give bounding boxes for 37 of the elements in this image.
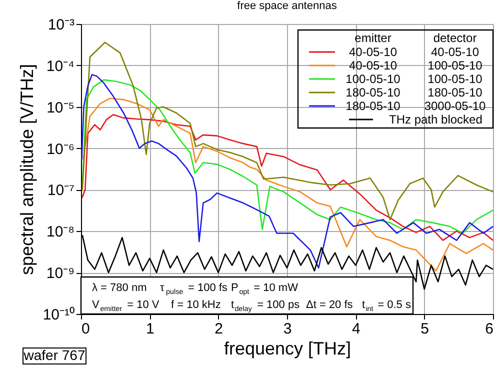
text: 3000-05-10 (424, 99, 486, 113)
y-tick-label: 10⁻⁵ (46, 99, 74, 116)
x-tick-label: 0 (82, 320, 90, 338)
x-tick-label: 4 (352, 320, 360, 338)
y-tick-label: 10⁻⁸ (46, 224, 74, 241)
x-tick-label: 1 (146, 320, 154, 338)
x-tick-label: 5 (420, 320, 430, 338)
text: 100-05-10 (346, 72, 400, 86)
legend-label: THz path blocked (389, 112, 482, 126)
text: 180-05-10 (346, 86, 400, 100)
y-tick-label: 10⁻⁶ (46, 140, 74, 158)
annotation: Δt = 20 fs (306, 299, 354, 311)
y-tick-label: 10⁻⁴ (46, 58, 74, 75)
line-series (81, 114, 494, 241)
text: wafer 767 (22, 347, 86, 363)
text: detector (433, 31, 477, 45)
annotation: λ = 780 nm (92, 282, 147, 294)
text: 40-05-10 (348, 45, 398, 59)
y-axis-title: spectral amplitude [V/THz] (16, 64, 37, 276)
x-tick-label: 2 (214, 320, 224, 338)
y-tick-label: 10⁻³ (48, 16, 74, 34)
text: 180-05-10 (428, 86, 482, 100)
x-axis-title: frequency [THz] (224, 338, 352, 358)
text: 40-05-10 (348, 58, 398, 72)
x-tick-label: 6 (485, 320, 494, 338)
text: 100-05-10 (428, 72, 482, 86)
x-tick-label: 3 (283, 320, 292, 338)
y-tick-label: 10⁻⁹ (46, 265, 74, 282)
y-tick-label: 10⁻¹⁰ (42, 306, 74, 324)
text: 40-05-10 (430, 45, 480, 59)
line-series (82, 42, 494, 220)
chart-title: free space antennas (237, 0, 338, 12)
y-tick-label: 10⁻⁷ (47, 182, 74, 200)
text: 100-05-10 (428, 58, 482, 72)
text: 180-05-10 (346, 99, 400, 113)
text: emitter (354, 31, 392, 45)
annotation: f = 10 kHz (171, 299, 221, 311)
